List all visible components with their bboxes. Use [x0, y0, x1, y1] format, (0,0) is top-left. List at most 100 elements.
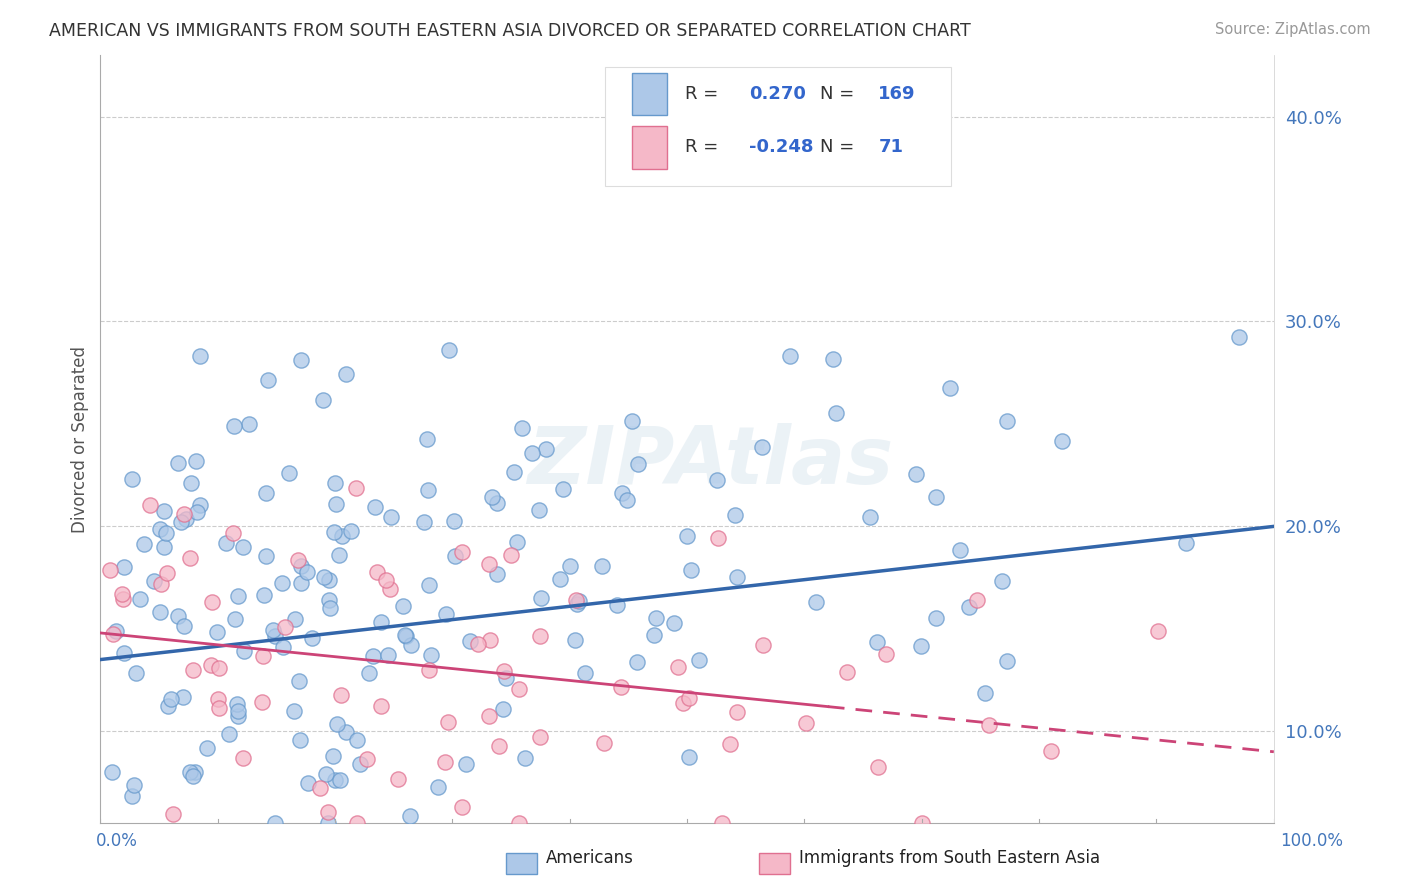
Point: [508, 816, 530, 830]
Text: 0.270: 0.270: [749, 85, 806, 103]
Point: [254, 549, 277, 564]
Point: [675, 529, 697, 543]
Point: [166, 609, 188, 624]
Point: [492, 702, 515, 716]
Text: Americans: Americans: [546, 849, 633, 867]
Point: [166, 456, 188, 470]
Point: [101, 627, 124, 641]
Point: [492, 665, 515, 679]
Point: [1175, 535, 1198, 549]
Point: [295, 565, 318, 579]
Point: [377, 648, 399, 662]
Point: [529, 629, 551, 643]
Point: [283, 704, 305, 718]
Point: [322, 748, 344, 763]
Point: [824, 407, 846, 421]
Point: [330, 529, 353, 543]
Point: [340, 524, 363, 538]
Point: [666, 660, 689, 674]
Point: [316, 805, 339, 819]
Point: [398, 809, 420, 823]
Point: [262, 623, 284, 637]
Point: [200, 658, 222, 673]
Point: [319, 601, 342, 615]
Point: [725, 706, 748, 720]
Point: [591, 559, 613, 574]
Point: [238, 417, 260, 432]
Point: [678, 690, 700, 705]
Point: [224, 419, 246, 434]
Point: [478, 709, 501, 723]
Point: [974, 686, 997, 700]
Point: [378, 582, 401, 596]
Point: [664, 615, 686, 630]
Point: [181, 769, 204, 783]
Point: [616, 493, 638, 508]
Point: [98, 563, 121, 577]
Point: [418, 483, 440, 497]
Point: [529, 730, 551, 744]
Point: [905, 467, 928, 482]
Point: [180, 476, 202, 491]
Point: [174, 512, 197, 526]
Point: [859, 509, 882, 524]
Point: [868, 760, 890, 774]
Text: -0.248: -0.248: [749, 138, 814, 156]
Point: [436, 715, 458, 730]
Point: [188, 349, 211, 363]
Point: [335, 367, 357, 381]
Point: [837, 665, 859, 680]
Point: [957, 600, 980, 615]
Point: [284, 612, 307, 626]
Point: [186, 505, 208, 519]
Point: [121, 789, 143, 803]
Point: [226, 704, 249, 718]
Point: [254, 485, 277, 500]
Point: [621, 414, 644, 428]
Point: [392, 599, 415, 614]
Point: [288, 673, 311, 688]
Point: [626, 655, 648, 669]
Point: [128, 591, 150, 606]
Point: [233, 644, 256, 658]
Point: [232, 540, 254, 554]
Point: [679, 563, 702, 577]
Point: [226, 709, 249, 723]
Point: [329, 773, 352, 788]
Point: [370, 699, 392, 714]
Point: [207, 692, 229, 706]
Point: [186, 454, 208, 468]
Point: [725, 570, 748, 584]
Point: [288, 733, 311, 747]
Text: R =: R =: [685, 138, 724, 156]
Point: [467, 636, 489, 650]
Point: [672, 696, 695, 710]
Point: [510, 421, 533, 435]
Point: [312, 392, 335, 407]
Point: [364, 500, 387, 514]
Point: [143, 574, 166, 588]
Text: N =: N =: [820, 85, 859, 103]
Point: [627, 458, 650, 472]
Text: N =: N =: [820, 138, 859, 156]
Point: [456, 757, 478, 772]
Point: [287, 553, 309, 567]
Point: [527, 502, 550, 516]
Point: [437, 343, 460, 357]
Point: [315, 767, 337, 781]
Point: [222, 526, 245, 541]
Point: [433, 756, 456, 770]
Point: [821, 351, 844, 366]
Point: [325, 496, 347, 510]
Point: [939, 381, 962, 395]
Y-axis label: Divorced or Separated: Divorced or Separated: [72, 346, 89, 533]
Point: [273, 640, 295, 654]
Point: [794, 715, 817, 730]
Point: [173, 508, 195, 522]
Point: [215, 536, 238, 550]
Point: [478, 558, 501, 572]
Point: [224, 612, 246, 626]
Point: [252, 649, 274, 664]
Point: [323, 525, 346, 540]
Point: [380, 510, 402, 524]
